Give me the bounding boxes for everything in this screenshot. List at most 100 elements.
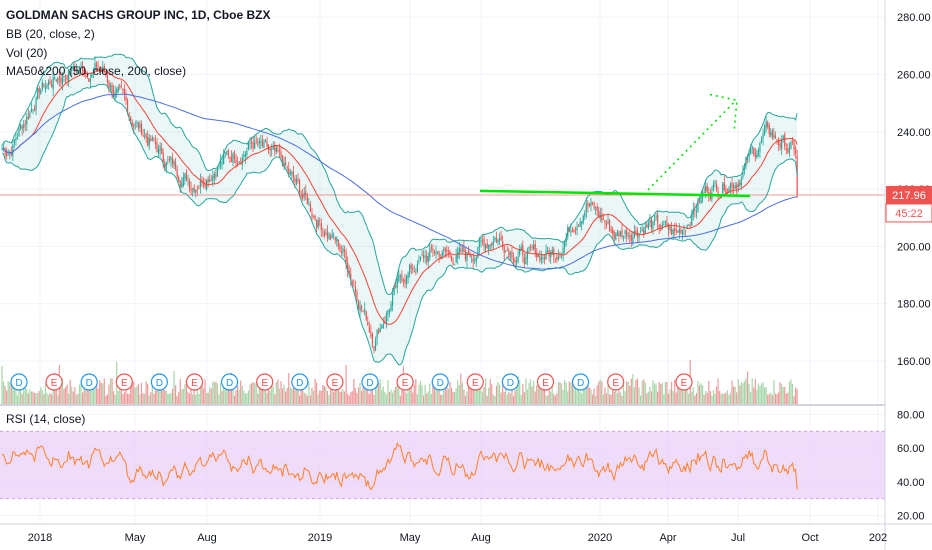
candle-body [619, 231, 622, 236]
dividend-marker[interactable] [150, 373, 168, 391]
earnings-marker[interactable] [45, 373, 63, 391]
volume-bar [430, 393, 432, 404]
candle-body [190, 188, 192, 192]
volume-bar [503, 391, 505, 404]
volume-bar [285, 391, 287, 404]
volume-bar [27, 393, 29, 404]
candle-body [621, 229, 623, 238]
volume-bar [216, 383, 219, 404]
bb-upper-line [1, 53, 798, 296]
volume-bar [161, 386, 163, 404]
candle-body [255, 141, 257, 143]
earnings-marker[interactable] [185, 373, 204, 391]
bb-legend[interactable]: BB (20, close, 2) [6, 27, 95, 41]
volume-bar [641, 380, 643, 404]
candle-body [435, 252, 437, 254]
volume-bar [632, 374, 634, 404]
volume-bar [233, 395, 236, 404]
dividend-marker[interactable] [10, 373, 28, 391]
earnings-marker[interactable] [326, 373, 344, 391]
volume-bar [539, 388, 541, 404]
volume-bar [719, 390, 721, 404]
candle-body [677, 231, 679, 233]
earnings-marker[interactable] [675, 373, 693, 391]
candle-body [413, 270, 415, 272]
candle-body [471, 258, 473, 260]
candle-body [120, 86, 122, 88]
candle-body [534, 244, 536, 255]
candle-body [581, 221, 583, 224]
dividend-marker[interactable] [431, 373, 449, 391]
volume-bar [787, 392, 789, 404]
event-marker-label: D [296, 378, 303, 389]
volume-bar [666, 382, 668, 404]
dividend-marker[interactable] [361, 373, 379, 391]
earnings-marker[interactable] [607, 373, 625, 391]
volume-bar [602, 394, 604, 404]
volume-bar [745, 378, 747, 404]
volume-bar [295, 382, 298, 404]
candle-body [20, 124, 22, 129]
volume-bar [202, 388, 205, 404]
volume-bar [626, 381, 628, 404]
rsi-tick-label: 80.00 [897, 409, 925, 421]
user-drawings[interactable] [479, 93, 751, 198]
candle-body [539, 256, 541, 262]
dividend-marker[interactable] [291, 373, 309, 391]
candle-body [767, 122, 769, 127]
candle-body [246, 150, 248, 156]
volume-bar [294, 379, 296, 404]
symbol-legend[interactable]: GOLDMAN SACHS GROUP INC, 1D, Cboe BZX [6, 8, 271, 22]
candle-body [500, 236, 502, 240]
candle-body [308, 203, 310, 206]
volume-bar [664, 382, 666, 404]
earnings-marker[interactable] [466, 373, 484, 391]
earnings-marker[interactable] [256, 373, 274, 391]
dividend-marker[interactable] [501, 373, 519, 391]
volume-bar [474, 379, 476, 404]
vol-legend[interactable]: Vol (20) [6, 46, 48, 60]
candle-body [433, 251, 436, 254]
dividend-marker[interactable] [80, 373, 98, 391]
dividend-marker[interactable] [571, 373, 590, 391]
rsi-legend[interactable]: RSI (14, close) [6, 412, 86, 426]
candle-body [286, 167, 288, 168]
volume-bar [567, 391, 569, 404]
volume-bar [590, 389, 592, 404]
volume-bar [613, 391, 615, 404]
volume-bar [362, 378, 364, 404]
candle-body [764, 126, 766, 136]
volume-bar [392, 392, 394, 404]
volume-bar [29, 389, 31, 404]
volume-bar [15, 385, 17, 404]
candle-body [750, 149, 752, 153]
candle-body [756, 154, 758, 159]
earnings-marker[interactable] [536, 373, 555, 391]
ma-legend[interactable]: MA50&200 (50, close, 200, close) [6, 64, 187, 78]
candle-body [640, 231, 642, 233]
volume-bar [162, 382, 164, 404]
candle-body [729, 183, 732, 189]
volume-bar [63, 388, 65, 404]
earnings-marker[interactable] [115, 373, 133, 391]
candle-body [43, 84, 45, 88]
volume-bar [684, 381, 687, 404]
candle-body [167, 160, 169, 162]
candle-body [774, 135, 777, 138]
volume-bar [263, 388, 265, 404]
earnings-marker[interactable] [396, 373, 414, 391]
volume-bar [261, 381, 263, 404]
volume-bar [768, 394, 770, 404]
candle-body [770, 132, 772, 136]
dividend-marker[interactable] [221, 373, 239, 391]
candle-body [221, 162, 223, 164]
volume-bar [340, 391, 343, 404]
candle-body [543, 257, 546, 260]
candle-body [616, 231, 618, 236]
volume-bar [379, 379, 381, 404]
volume-bar [368, 393, 370, 404]
candle-body [373, 346, 375, 351]
candle-body [514, 260, 516, 263]
